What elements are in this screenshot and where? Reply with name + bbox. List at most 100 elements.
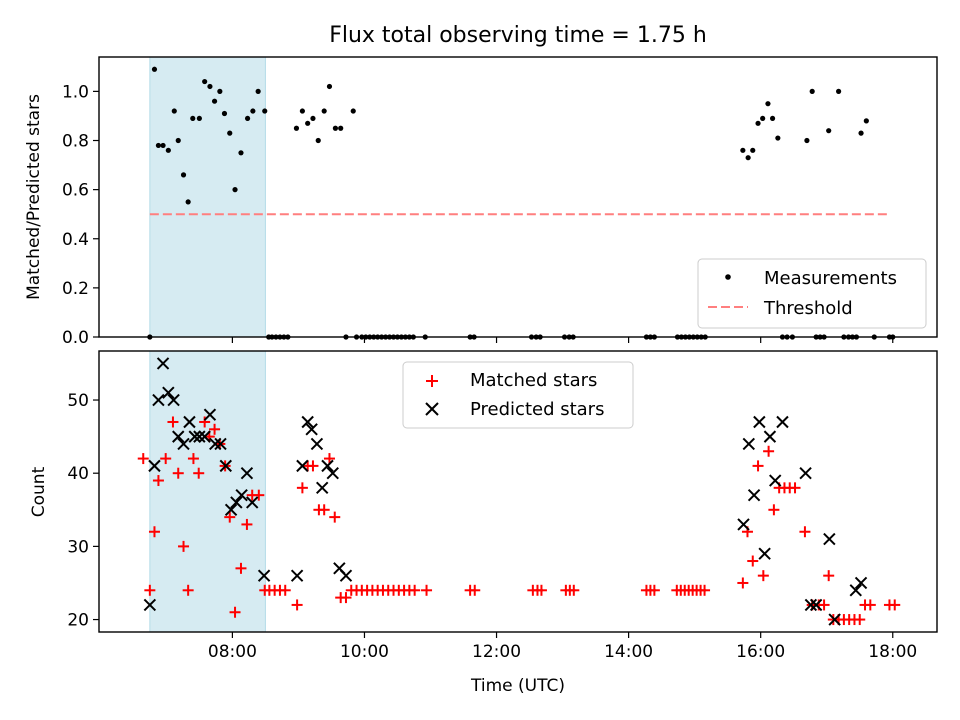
predicted-star-point (177, 437, 190, 451)
measurement-point (836, 88, 842, 94)
predicted-star-point (799, 466, 812, 480)
measurement-point (155, 142, 162, 149)
predicted-star-point (143, 598, 157, 612)
matched-star-point (193, 467, 205, 479)
measurement-point (190, 115, 196, 122)
predicted-star-point (156, 357, 170, 370)
predicted-star-point (854, 576, 868, 590)
measurement-point (299, 108, 305, 114)
predicted-star-point (148, 459, 161, 473)
measurement-point (326, 83, 333, 90)
chart-title: Flux total observing time = 1.75 h (329, 23, 707, 48)
predicted-star-point (315, 481, 329, 495)
measurement-point (760, 115, 766, 122)
measurement-point (180, 172, 187, 178)
measurement-point (207, 83, 213, 90)
matched-star-point (329, 511, 341, 523)
y-tick-label: 0.2 (62, 279, 89, 299)
matched-star-point (182, 584, 194, 596)
matched-star-point (178, 540, 190, 552)
matched-star-point (307, 460, 319, 472)
matched-star-point (323, 453, 335, 465)
matched-star-point (799, 526, 811, 538)
predicted-star-point (339, 569, 353, 582)
measurement-point (350, 108, 356, 114)
matched-star-point (167, 416, 179, 428)
measurement-point (151, 66, 158, 72)
matched-star-point (757, 570, 769, 582)
matched-star-point (763, 445, 775, 457)
ratio-panel: 0.0 0.2 0.4 0.6 0.8 1.0 Matched/Predicted sta… (24, 56, 938, 348)
matched-star-point (864, 599, 876, 611)
legend-label-measurements: Measurements (764, 268, 897, 289)
matched-star-point (199, 416, 211, 428)
predicted-star-point (753, 415, 766, 429)
matched-star-point (137, 453, 149, 465)
predicted-star-point (152, 393, 165, 407)
legend-box (697, 258, 927, 329)
measurement-point (262, 108, 268, 114)
measurement-point (750, 147, 756, 153)
matched-star-point (296, 482, 308, 494)
y-tick-label: 0.6 (62, 181, 89, 201)
y-tick-label: 20 (67, 611, 89, 631)
measurement-point (338, 125, 344, 131)
matched-star-point (187, 453, 199, 465)
matched-star-point (747, 555, 759, 567)
matched-star-point (148, 526, 160, 538)
measurement-point (250, 108, 256, 114)
legend-marker-predicted (425, 402, 439, 416)
measurement-point (175, 137, 181, 144)
predicted-star-point (849, 584, 862, 597)
measurement-point (238, 150, 244, 156)
x-axis-label: Time (UTC) (470, 676, 565, 696)
y-tick-label: 40 (67, 464, 89, 484)
measurement-points (147, 66, 896, 340)
legend-marker-measurements (725, 274, 731, 280)
count-plot-frame (98, 350, 938, 633)
predicted-star-point (235, 488, 248, 502)
y-tick-label: 30 (67, 537, 89, 557)
predicted-star-point (742, 437, 756, 451)
count-points (137, 357, 901, 626)
matched-star-point (699, 584, 711, 596)
predicted-star-point (230, 496, 243, 509)
y-axis-ticks: 20 30 40 50 (67, 391, 99, 631)
predicted-star-point (828, 613, 841, 626)
matched-star-point (253, 489, 265, 501)
legend: Measurements Threshold (697, 258, 927, 329)
measurement-point (858, 130, 864, 136)
matched-star-point (172, 467, 184, 479)
ratio-plot-frame (98, 56, 938, 338)
measurement-point (310, 115, 316, 122)
predicted-star-point (769, 474, 782, 487)
measurement-point (244, 115, 251, 122)
matched-star-point (409, 584, 421, 596)
predicted-star-point (219, 459, 232, 473)
measurement-point (755, 120, 761, 126)
y-tick-label: 50 (67, 391, 89, 411)
predicted-star-point (203, 408, 217, 421)
predicted-star-point (183, 415, 196, 429)
x-tick-label: 18:00 (868, 642, 917, 662)
matched-star-point (209, 423, 221, 435)
predicted-star-point (296, 459, 309, 473)
predicted-star-point (301, 415, 314, 429)
matched-star-point (889, 599, 901, 611)
y-axis-label: Matched/Predicted stars (24, 94, 44, 300)
measurement-point (809, 88, 815, 94)
matched-star-point (279, 584, 291, 596)
measurement-point (221, 110, 228, 117)
predicted-star-point (209, 437, 222, 451)
x-axis-ticks: 08:00 10:00 12:00 14:00 16:00 18:00 (208, 632, 917, 662)
measurement-point (765, 101, 771, 107)
matched-star-point (568, 584, 580, 596)
y-axis-label: Count (29, 466, 49, 517)
predicted-star-point (804, 598, 818, 612)
matched-star-point (144, 584, 156, 596)
measurement-point (804, 137, 810, 144)
predicted-star-point (167, 393, 180, 407)
measurement-point (315, 137, 321, 144)
